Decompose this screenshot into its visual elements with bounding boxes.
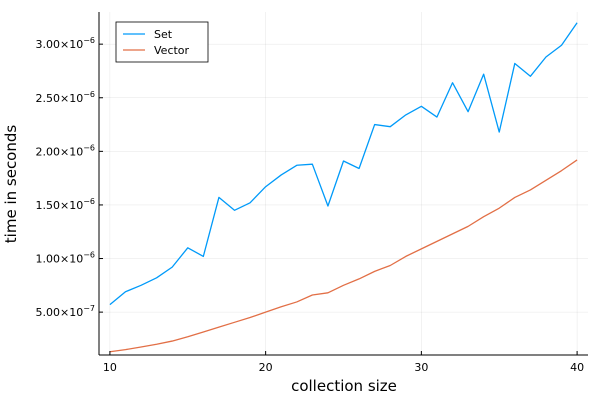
y-tick-label: 1.00×10−6 [35, 251, 95, 266]
y-tick-label: 1.50×10−6 [35, 197, 95, 212]
grid-lines [99, 12, 588, 355]
legend-label-set: Set [154, 28, 173, 41]
axes [98, 12, 588, 356]
x-tick-label: 30 [414, 361, 428, 374]
x-axis-title: collection size [291, 377, 397, 395]
tick-labels: 10 20 30 40 5.00×10−7 1.00×10−6 1.50×10−6 2.00×… [35, 36, 584, 374]
y-tick-label: 5.00×10−7 [35, 304, 95, 319]
series-layer [109, 22, 578, 353]
x-tick-label: 40 [570, 361, 584, 374]
x-tick-label: 10 [103, 361, 117, 374]
x-tick-label: 20 [259, 361, 273, 374]
legend: Set Vector [115, 21, 209, 63]
series-line-set [109, 22, 578, 306]
y-tick-label: 2.50×10−6 [35, 90, 95, 105]
legend-box [115, 21, 209, 63]
y-tick-label: 2.00×10−6 [35, 143, 95, 158]
legend-label-vector: Vector [154, 44, 190, 57]
series-line-vector [109, 159, 578, 353]
y-axis-title: time in seconds [2, 125, 20, 244]
y-tick-label: 3.00×10−6 [35, 36, 95, 51]
